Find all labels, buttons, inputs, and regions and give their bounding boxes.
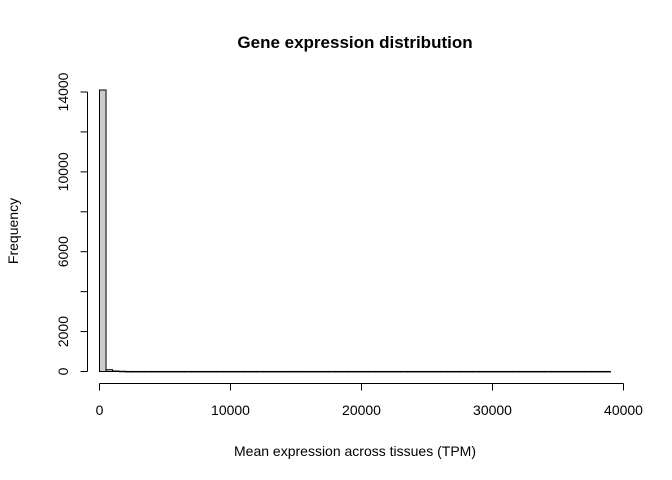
histogram-bar [269,370,277,373]
histogram-bar [341,370,349,373]
histogram-bar [302,370,310,373]
y-tick-label: 14000 [55,72,71,111]
histogram-bar [262,370,271,373]
histogram-bar [537,370,546,373]
histogram-bar [164,370,173,373]
histogram-bar [518,370,526,373]
x-tick-label: 20000 [342,402,381,418]
histogram-bar [295,370,304,373]
histogram-bar [334,370,343,373]
histogram-bar [472,370,480,373]
histogram-bar [511,370,520,373]
histogram-bar [308,370,317,373]
histogram-bar [125,370,133,373]
histogram-bar [557,370,566,373]
x-tick-label: 0 [96,402,104,418]
y-axis: 0 2000 6000 10000 14000 [55,72,88,375]
x-axis-label: Mean expression across tissues (TPM) [234,443,476,459]
histogram-bar [459,370,467,373]
histogram-bar [433,370,441,373]
histogram-bar [577,370,585,373]
histogram-bar [197,370,205,373]
histogram-bar [393,370,402,373]
histogram-bar [452,370,461,373]
histogram-bar [243,370,251,373]
histogram-bar [203,370,212,373]
histogram-bar [157,370,166,373]
histogram-bar [177,370,186,373]
histogram-bar [505,370,513,373]
y-tick-label: 0 [55,367,71,375]
histogram-bar [400,370,408,373]
histogram-bar [406,370,415,373]
histogram-bar [465,370,474,373]
histogram-bar [531,370,539,373]
histogram-bar [413,370,421,373]
histogram-bar [550,370,559,373]
histogram-bar [524,370,533,373]
histogram-bar [419,370,428,373]
histogram-bar [603,370,611,373]
histogram-bar [99,89,107,372]
histogram-bar [478,370,487,373]
histogram-bar [190,370,199,373]
histogram-bar [485,370,494,373]
histogram-bar [361,370,369,373]
histogram-bar [583,370,592,373]
histogram-bar [171,370,179,373]
histogram-bar [315,370,323,373]
histogram-bar [249,370,258,373]
histogram-bars [99,89,611,373]
histogram-bar [230,370,238,373]
histogram-bar [236,370,245,373]
histogram-bar [282,370,290,373]
histogram-bar [210,370,218,373]
histogram-bar [564,370,572,373]
histogram-bar [596,370,605,373]
histogram-bar [112,370,120,372]
x-tick-label: 40000 [604,402,643,418]
histogram-bar [275,370,284,373]
histogram-bar [144,370,153,373]
y-tick-label: 10000 [55,152,71,191]
histogram-bar [492,370,500,373]
x-axis: 0 10000 20000 30000 40000 [96,383,643,418]
x-tick-label: 10000 [211,402,250,418]
histogram-bar [223,370,231,373]
histogram-bar [374,370,382,373]
y-axis-label: Frequency [5,198,21,264]
y-tick-label: 6000 [55,236,71,267]
histogram-bar [288,370,297,373]
histogram-bar [321,370,330,373]
histogram-bar [570,370,579,373]
histogram-bar [439,370,448,373]
histogram-bar [138,370,146,373]
histogram-bar [354,370,363,373]
histogram-bar [118,370,127,373]
histogram-bar [590,370,598,373]
histogram-bar [216,370,225,373]
histogram-bar [367,370,376,373]
histogram-bar [151,370,159,373]
histogram-bar [498,370,507,373]
histogram-bar [347,370,356,373]
histogram-bar [184,370,192,373]
histogram-bar [131,370,140,373]
histogram-bar [387,370,395,373]
y-tick-label: 2000 [55,316,71,347]
histogram-bar [426,370,435,373]
chart-title: Gene expression distribution [237,33,472,52]
x-tick-label: 30000 [473,402,512,418]
histogram-bar [544,370,552,373]
histogram-bar [328,370,336,373]
histogram-bar [105,369,114,373]
histogram-bar [380,370,389,373]
histogram-bar [446,370,454,373]
histogram-bar [256,370,264,373]
